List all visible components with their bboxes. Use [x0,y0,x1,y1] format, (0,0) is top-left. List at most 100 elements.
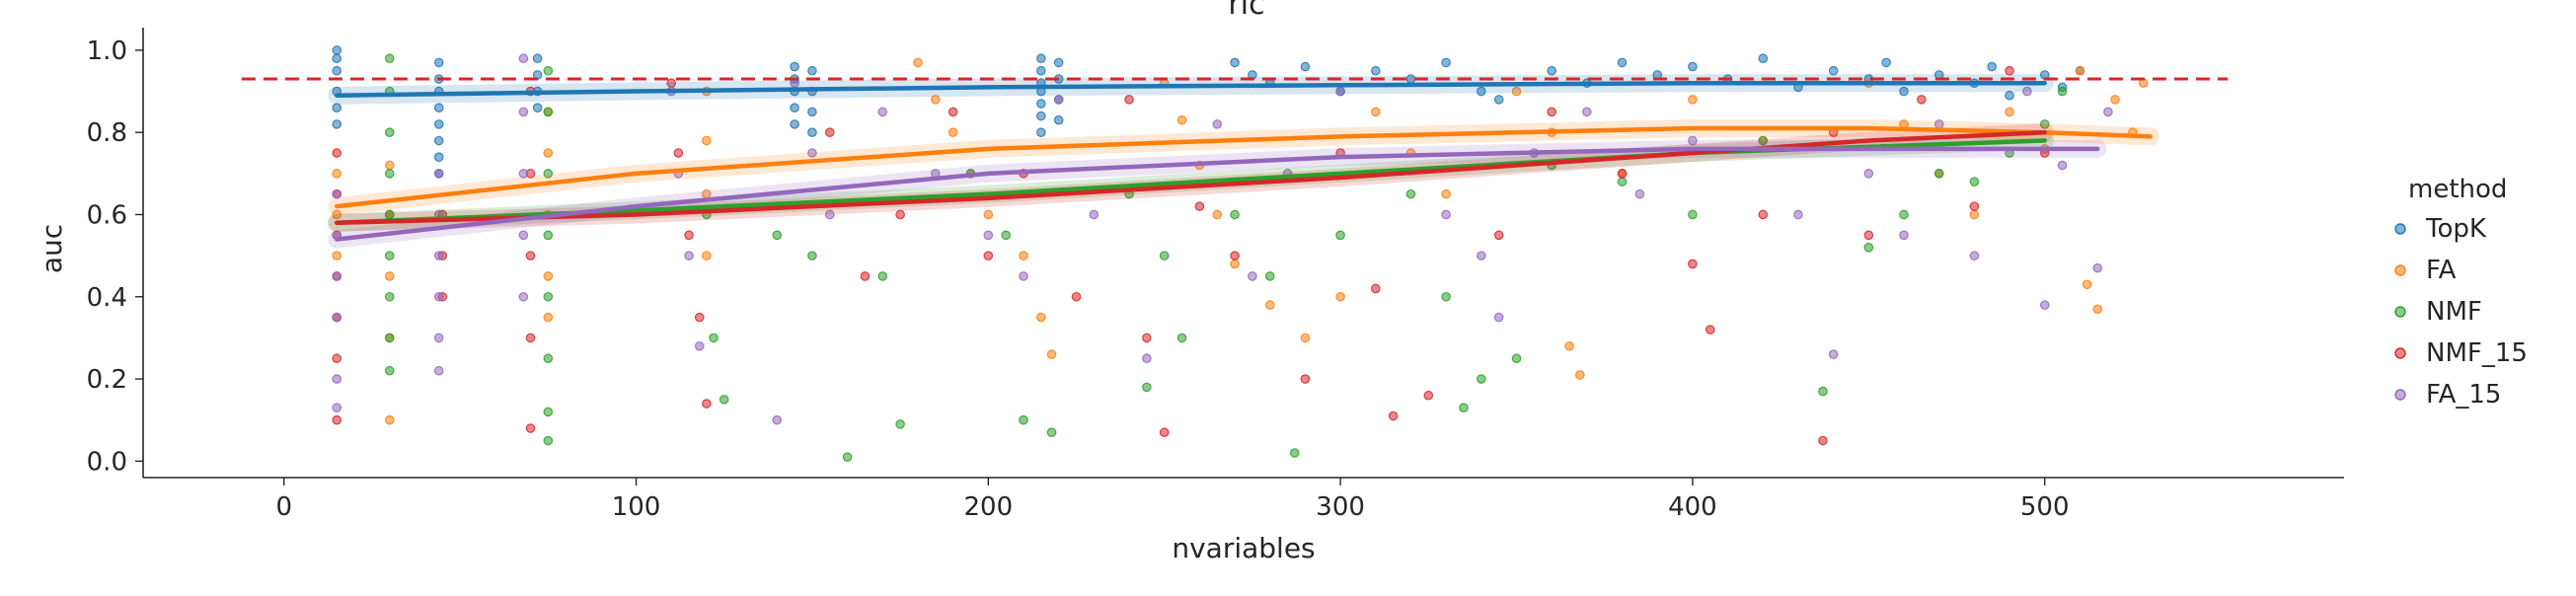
data-point-fa_15 [694,340,705,351]
data-point-fa [1335,291,1345,302]
data-point-nmf [543,107,554,117]
data-point-topk [807,65,817,76]
data-point-fa_15 [1019,271,1028,281]
data-point-fa_15 [1212,119,1223,129]
data-point-nmf [1176,333,1187,343]
data-point-nmf_15 [1917,95,1927,105]
data-point-nmf [1441,291,1451,302]
data-point-nmf_15 [702,399,712,409]
data-point-nmf_15 [1142,333,1152,343]
data-point-nmf [384,251,395,261]
data-point-nmf [1818,386,1828,397]
data-point-nmf [543,230,554,241]
data-point-topk [1477,86,1486,97]
data-point-nmf_15 [983,251,994,261]
data-point-fa [1300,333,1311,343]
legend-label-nmf_15: NMF_15 [2426,338,2528,368]
data-point-nmf_15 [1688,259,1698,269]
data-point-nmf_15 [947,107,958,117]
data-point-nmf_15 [1124,95,1134,105]
data-point-nmf_15 [1194,201,1205,211]
data-point-topk [1688,61,1698,72]
data-point-nmf [895,419,905,429]
data-point-fa_15 [1441,209,1451,220]
data-point-nmf [384,333,395,343]
data-point-topk [1300,61,1311,72]
data-point-fa_15 [2039,300,2050,310]
data-point-nmf_15 [1547,107,1556,117]
data-point-fa [384,160,395,171]
y-tick-label: 0.2 [87,365,127,395]
data-point-nmf [543,353,554,364]
data-point-nmf [2039,119,2050,129]
data-point-nmf_15 [673,148,684,158]
data-point-topk [790,103,799,113]
data-point-topk [332,119,342,129]
lines-layer [241,74,2229,249]
x-tick-label: 500 [2020,492,2070,522]
data-point-fa_15 [433,365,444,376]
data-point-fa_15 [772,414,783,425]
data-point-nmf_15 [1818,435,1828,446]
data-point-topk [1230,57,1240,68]
data-point-topk [1881,57,1891,68]
data-point-nmf [1159,251,1170,261]
data-point-nmf [709,333,719,343]
x-tick-label: 300 [1316,492,1365,522]
data-point-nmf [1511,353,1522,364]
legend-marker-fa [2394,264,2406,276]
data-point-fa [332,251,342,261]
data-point-nmf [719,395,729,405]
y-tick-label: 1.0 [87,37,127,66]
data-point-fa [913,57,923,68]
data-point-nmf_15 [1863,230,1874,241]
data-point-nmf [842,452,853,462]
marks-layer [332,45,2149,462]
data-point-topk [433,119,444,129]
data-point-nmf_15 [525,251,536,261]
data-point-nmf [384,169,395,179]
data-point-topk [332,65,342,76]
legend-label-topk: TopK [2425,214,2487,244]
legend-marker-nmf [2394,306,2406,318]
data-point-nmf_15 [1423,390,1434,401]
data-point-fa_15 [433,291,444,302]
data-point-nmf_15 [332,353,342,364]
data-point-nmf_15 [1493,230,1504,241]
y-tick-label: 0.4 [87,283,127,313]
y-tick-label: 0.0 [87,447,127,477]
data-point-fa_15 [2022,86,2032,97]
data-point-fa_15 [1248,271,1257,281]
data-point-nmf [1405,188,1416,199]
data-point-fa_15 [684,251,694,261]
data-point-topk [1493,95,1504,105]
data-point-fa_15 [824,209,835,220]
data-point-nmf [877,271,888,281]
data-point-fa_15 [433,169,444,179]
data-point-nmf_15 [895,209,905,220]
data-point-nmf_15 [525,333,536,343]
data-point-nmf [1899,209,1909,220]
data-point-topk [807,107,817,117]
data-point-topk [1617,57,1628,68]
data-point-nmf_15 [1758,209,1769,220]
data-point-fa [543,312,554,323]
data-point-fa_15 [1969,251,1980,261]
data-point-fa_15 [1053,95,1064,105]
data-point-fa [2092,304,2103,315]
data-point-fa_15 [1493,312,1504,323]
data-point-topk [332,45,342,55]
data-point-fa_15 [2092,262,2103,273]
data-point-nmf [1688,209,1698,220]
data-point-fa_15 [2103,107,2113,117]
data-point-nmf_15 [2005,65,2014,76]
data-point-topk [532,103,543,113]
data-point-topk [1036,65,1046,76]
data-point-nmf_15 [824,127,835,137]
y-tick-label: 0.6 [87,200,127,230]
data-point-fa [1511,86,1522,97]
data-point-nmf [384,127,395,137]
data-point-nmf_15 [1705,325,1715,335]
data-point-nmf [1019,414,1028,425]
